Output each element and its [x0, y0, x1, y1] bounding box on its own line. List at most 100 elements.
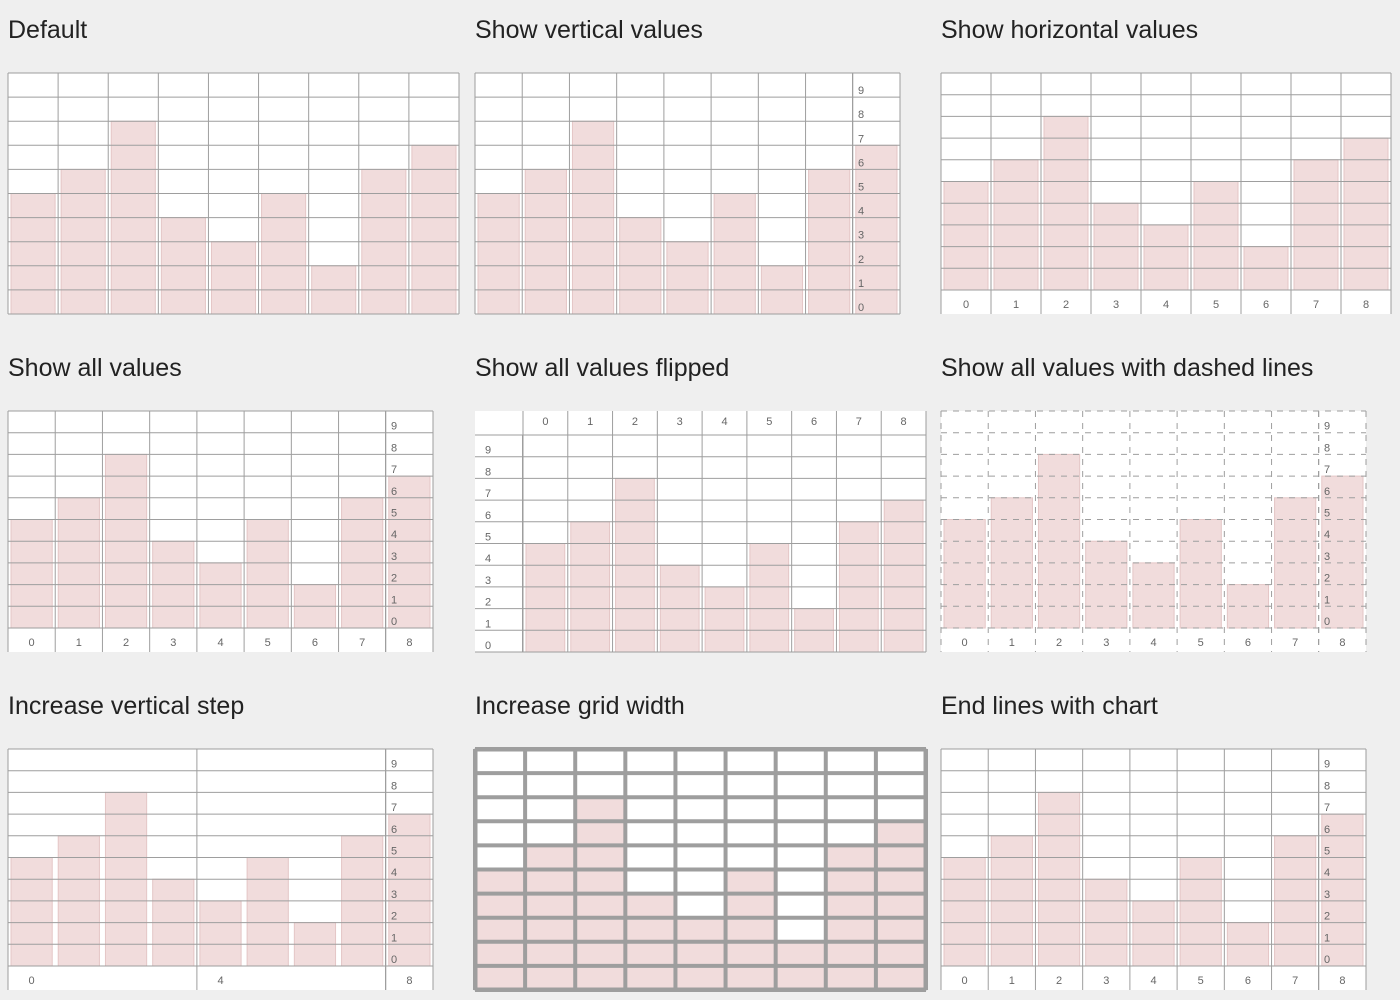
bar-4 — [1133, 901, 1174, 966]
y-tick-label: 6 — [858, 157, 864, 169]
y-tick-label: 0 — [1324, 954, 1330, 966]
y-tick-label: 8 — [1324, 780, 1330, 792]
y-tick-label: 1 — [1324, 932, 1330, 944]
y-tick-label: 4 — [391, 867, 397, 879]
y-tick-label: 8 — [1324, 442, 1330, 454]
y-tick-label: 8 — [858, 109, 864, 121]
bar-4 — [200, 901, 241, 966]
y-tick-label: 2 — [485, 597, 491, 609]
x-tick-label: 0 — [963, 299, 969, 311]
y-tick-label: 7 — [1324, 464, 1330, 476]
bar-chart-horizontal-values: 0 1 2 3 4 5 6 7 8 — [941, 73, 1391, 314]
y-tick-label: 7 — [485, 488, 491, 500]
x-tick-label: 4 — [1150, 975, 1156, 987]
x-tick-label: 3 — [170, 637, 176, 649]
x-tick-label: 3 — [1103, 637, 1109, 649]
y-tick-label: 5 — [391, 846, 397, 858]
bar-0 — [944, 520, 985, 629]
y-tick-label: 7 — [391, 802, 397, 814]
y-tick-label: 2 — [391, 573, 397, 585]
y-tick-label: 1 — [1324, 594, 1330, 606]
y-tick-label: 4 — [485, 553, 491, 565]
y-tick-label: 0 — [1324, 616, 1330, 628]
bar-0 — [11, 194, 55, 315]
x-tick-label: 1 — [1013, 299, 1019, 311]
x-tick-label: 2 — [123, 637, 129, 649]
chart-title-default: Default — [8, 15, 87, 45]
x-tick-label: 4 — [721, 416, 727, 428]
x-tick-label: 8 — [1363, 299, 1369, 311]
bar-4 — [675, 918, 725, 990]
bar-chart-all-values: 01234567890 1 2 3 4 5 6 7 8 — [8, 411, 433, 652]
x-tick-label: 5 — [1198, 975, 1204, 987]
y-tick-label: 5 — [391, 508, 397, 520]
chart-title-dashed-lines: Show all values with dashed lines — [941, 353, 1313, 383]
bar-8 — [884, 500, 923, 652]
bar-chart-vertical-step: 0 1 2 3 4 5 6 7 8 9 0 4 8 — [8, 749, 433, 990]
y-tick-label: 8 — [391, 780, 397, 792]
y-tick-label: 6 — [485, 510, 491, 522]
bar-5 — [750, 544, 789, 653]
x-tick-label: 5 — [766, 416, 772, 428]
y-tick-label: 8 — [485, 466, 491, 478]
bar-0 — [11, 520, 52, 629]
y-tick-label: 2 — [858, 254, 864, 266]
bar-0 — [475, 870, 525, 991]
bar-0 — [944, 858, 985, 967]
bar-chart-default — [8, 73, 459, 314]
x-tick-label: 7 — [856, 416, 862, 428]
y-tick-label: 7 — [1324, 802, 1330, 814]
x-tick-label: 8 — [1339, 975, 1345, 987]
x-tick-label: 4 — [1150, 637, 1156, 649]
y-tick-label: 9 — [1324, 421, 1330, 433]
y-tick-label: 4 — [858, 206, 864, 218]
y-tick-label: 2 — [391, 911, 397, 923]
x-tick-label: 2 — [632, 416, 638, 428]
x-tick-label: 6 — [1245, 975, 1251, 987]
bar-chart-grid-width — [475, 749, 926, 990]
bar-4 — [1144, 225, 1188, 290]
x-tick-label: 1 — [587, 416, 593, 428]
chart-title-horizontal-values: Show horizontal values — [941, 15, 1198, 45]
bar-chart-end-lines: 01234567890 1 2 3 4 5 6 7 8 — [941, 749, 1366, 990]
bar-8 — [412, 145, 456, 314]
y-tick-label: 3 — [391, 889, 397, 901]
bar-0 — [944, 182, 988, 291]
x-tick-label: 6 — [1245, 637, 1251, 649]
bar-0 — [478, 194, 519, 315]
bar-5 — [1180, 858, 1221, 967]
x-tick-label: 6 — [1263, 299, 1269, 311]
y-tick-label: 3 — [391, 551, 397, 563]
bar-5 — [262, 194, 306, 315]
x-tick-label: 1 — [1009, 637, 1015, 649]
y-tick-label: 5 — [485, 532, 491, 544]
y-tick-label: 7 — [391, 464, 397, 476]
y-tick-label: 0 — [858, 302, 864, 314]
x-tick-label: 0 — [962, 637, 968, 649]
x-tick-label: 0 — [29, 975, 35, 987]
bar-5 — [247, 858, 288, 967]
bar-4 — [200, 563, 241, 628]
bar-chart-vertical-values: 0 1 2 3 4 5 6 7 8 9 — [475, 73, 900, 314]
x-tick-label: 8 — [901, 416, 907, 428]
y-tick-label: 9 — [485, 445, 491, 457]
y-tick-label: 9 — [1324, 759, 1330, 771]
bar-5 — [714, 194, 755, 315]
bar-0 — [526, 544, 565, 653]
bar-5 — [726, 870, 776, 991]
x-tick-label: 4 — [217, 637, 223, 649]
y-tick-label: 0 — [391, 616, 397, 628]
y-tick-label: 6 — [1324, 486, 1330, 498]
bar-4 — [705, 587, 744, 652]
x-tick-label: 8 — [1339, 637, 1345, 649]
x-tick-label: 8 — [406, 975, 412, 987]
bar-5 — [247, 520, 288, 629]
x-tick-label: 8 — [406, 637, 412, 649]
y-tick-label: 7 — [858, 133, 864, 145]
y-tick-label: 9 — [858, 85, 864, 97]
y-tick-label: 5 — [1324, 508, 1330, 520]
x-tick-label: 1 — [1009, 975, 1015, 987]
x-tick-label: 7 — [1292, 975, 1298, 987]
chart-title-all-values-flipped: Show all values flipped — [475, 353, 729, 383]
y-tick-label: 1 — [391, 932, 397, 944]
